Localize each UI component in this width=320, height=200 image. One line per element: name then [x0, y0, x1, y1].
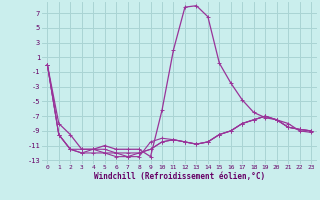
X-axis label: Windchill (Refroidissement éolien,°C): Windchill (Refroidissement éolien,°C): [94, 172, 265, 181]
